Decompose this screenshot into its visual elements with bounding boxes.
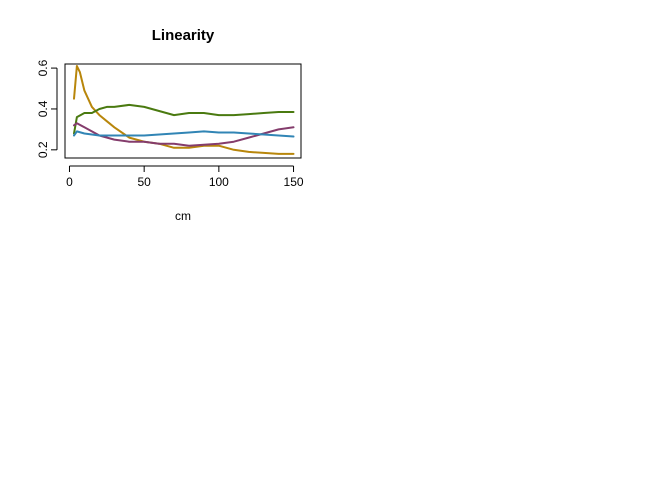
plot-frame (64, 63, 302, 159)
x-axis-label: cm (175, 209, 191, 223)
series-line-3 (73, 122, 295, 147)
series-line-2 (73, 103, 295, 135)
x-axis: 0 50 100 150 (66, 165, 304, 189)
y-tick-label: 0.2 (36, 141, 50, 158)
chart-title: Linearity (152, 27, 215, 44)
x-tick-label: 0 (66, 175, 73, 189)
x-tick-label: 100 (209, 175, 229, 189)
x-tick-label: 150 (284, 175, 304, 189)
x-tick-label: 50 (137, 175, 151, 189)
y-axis: 0.2 0.4 0.6 (36, 59, 58, 158)
series-line-4 (73, 130, 295, 138)
y-tick-label: 0.4 (36, 100, 50, 117)
y-tick-label: 0.6 (36, 59, 50, 76)
series-line-1 (73, 65, 295, 155)
series-layer (73, 65, 295, 155)
